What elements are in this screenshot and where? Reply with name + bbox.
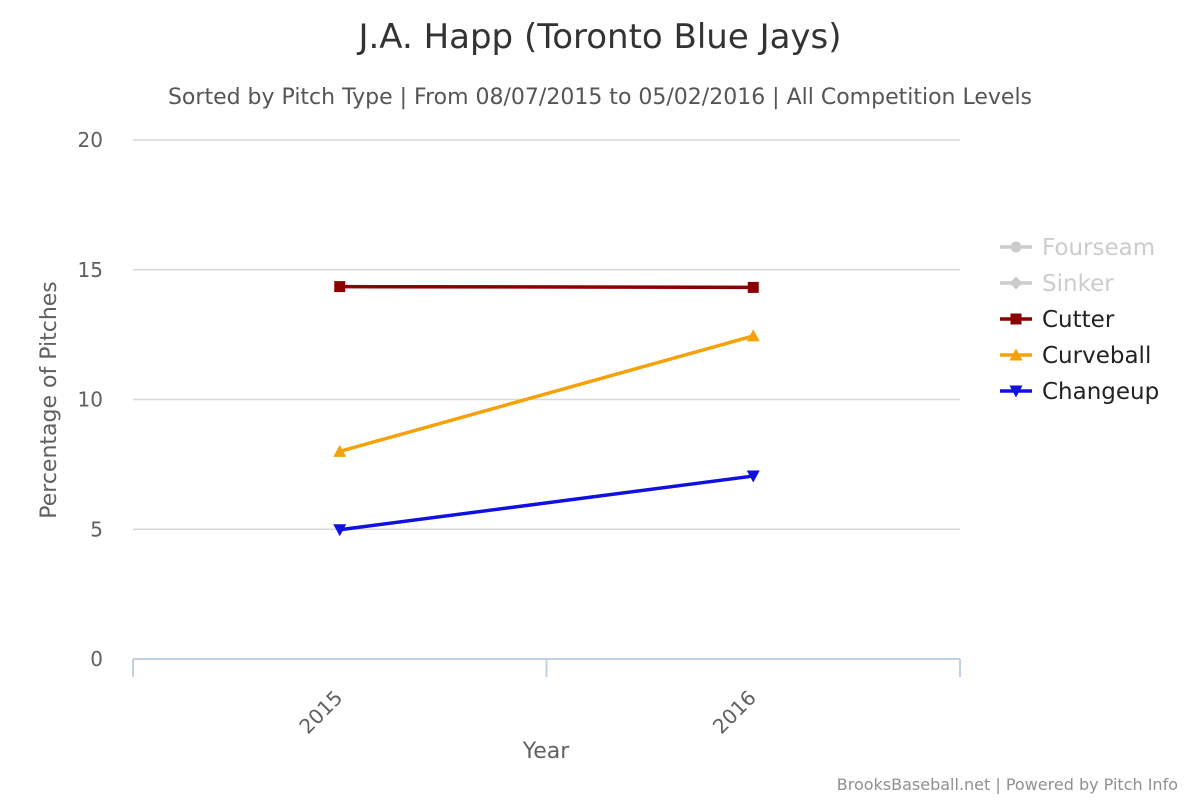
x-tick-label: 2015	[294, 686, 347, 739]
legend-label: Cutter	[1042, 307, 1115, 333]
chart-subtitle: Sorted by Pitch Type | From 08/07/2015 t…	[168, 85, 1032, 110]
series-changeup	[333, 470, 760, 537]
data-point[interactable]	[746, 329, 760, 342]
legend-label: Sinker	[1042, 271, 1114, 297]
legend-item-curveball[interactable]: Curveball	[1000, 343, 1151, 369]
y-tick-label: 15	[78, 258, 103, 282]
series-line	[339, 334, 754, 454]
data-point[interactable]	[334, 281, 346, 293]
credits[interactable]: BrooksBaseball.net | Powered by Pitch In…	[837, 775, 1178, 794]
series-cutter	[334, 281, 759, 293]
legend-item-changeup[interactable]: Changeup	[1000, 379, 1159, 405]
y-tick-label: 0	[90, 647, 103, 671]
data-point[interactable]	[333, 444, 347, 457]
x-axis: 2015 2016	[132, 658, 961, 739]
series-line	[339, 474, 754, 532]
legend-marker[interactable]	[1009, 276, 1023, 290]
y-tick-label: 10	[78, 388, 103, 412]
legend-item-sinker[interactable]: Sinker	[1000, 271, 1114, 297]
data-point[interactable]	[746, 470, 760, 483]
legend-item-cutter[interactable]: Cutter	[1000, 307, 1115, 333]
series-layer	[333, 281, 760, 537]
y-tick-label: 20	[78, 128, 103, 152]
legend-label: Changeup	[1042, 379, 1159, 405]
y-tick-label: 5	[90, 517, 103, 541]
series-curveball	[333, 329, 760, 457]
x-axis-title: Year	[522, 739, 571, 764]
y-axis-ticks: 0 5 10 15 20	[78, 128, 103, 671]
y-axis-title: Percentage of Pitches	[37, 281, 62, 519]
legend[interactable]: Fourseam Sinker Cutter Curveball Changeup	[1000, 235, 1159, 405]
legend-label: Curveball	[1042, 343, 1151, 369]
legend-marker[interactable]	[1009, 348, 1023, 361]
gridlines	[133, 139, 960, 530]
data-point[interactable]	[333, 524, 347, 537]
x-tick-label: 2016	[708, 686, 761, 739]
legend-marker[interactable]	[1010, 241, 1022, 253]
legend-marker[interactable]	[1009, 385, 1023, 398]
legend-marker[interactable]	[1010, 313, 1022, 325]
legend-item-fourseam[interactable]: Fourseam	[1000, 235, 1155, 261]
legend-label: Fourseam	[1042, 235, 1155, 261]
chart-title: J.A. Happ (Toronto Blue Jays)	[356, 17, 841, 57]
data-point[interactable]	[747, 281, 759, 293]
series-line	[339, 284, 754, 290]
